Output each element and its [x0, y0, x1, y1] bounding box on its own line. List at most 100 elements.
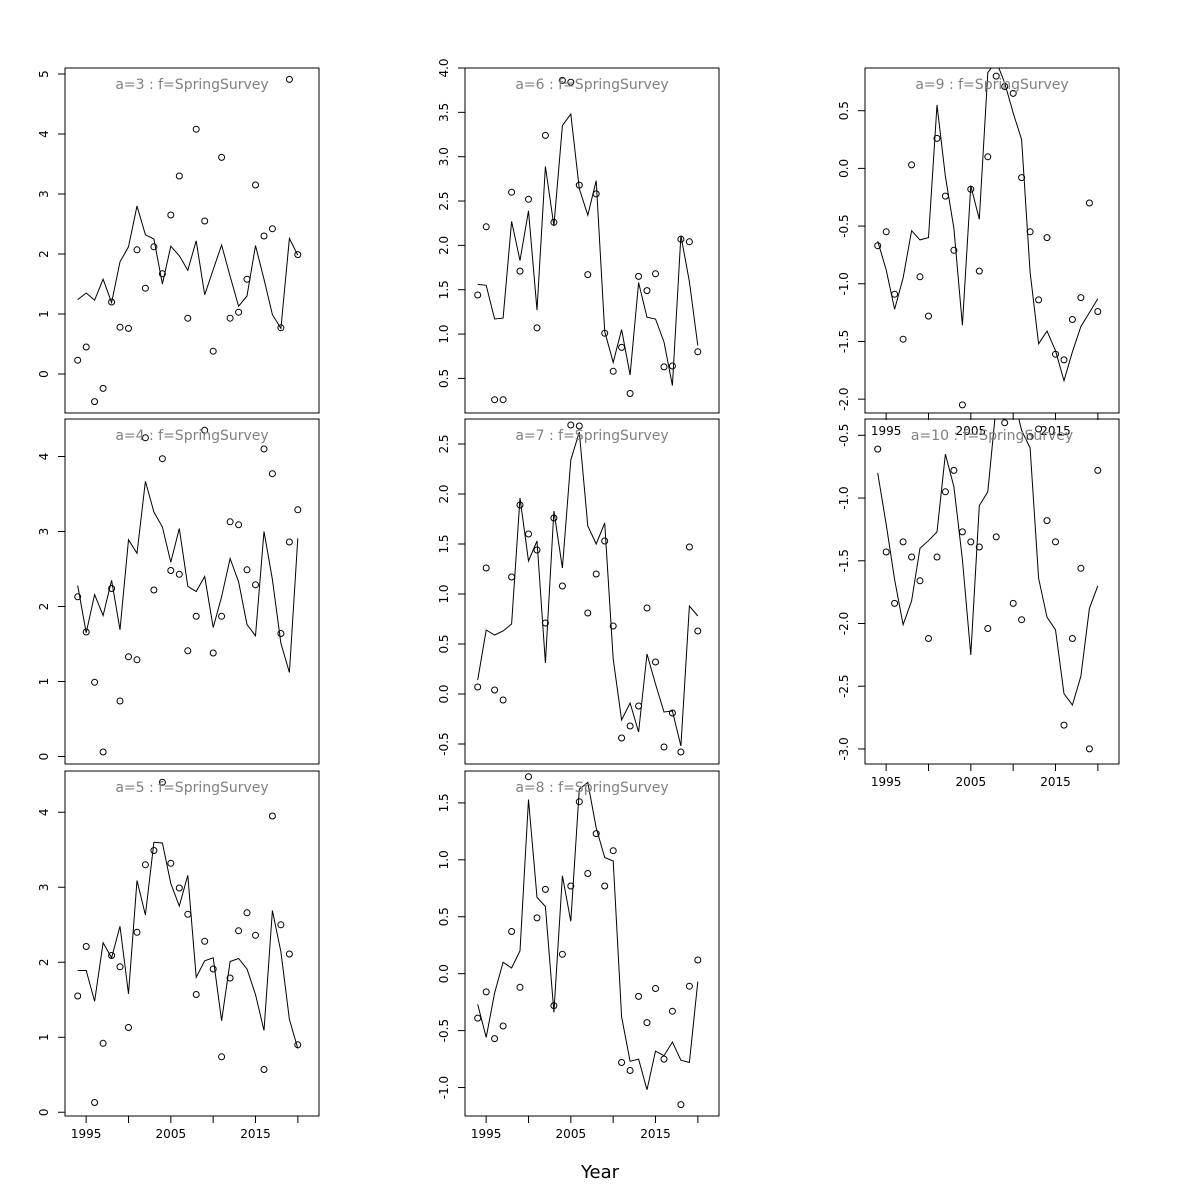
observed-point: [184, 910, 192, 918]
y-tick-label: 1.5: [437, 793, 451, 812]
x-tick-label: 2015: [240, 1127, 271, 1141]
observed-point: [618, 1059, 626, 1066]
observed-point: [1035, 425, 1043, 433]
observed-point: [558, 76, 566, 84]
observed-point: [685, 982, 693, 990]
observed-point: [285, 538, 293, 546]
y-tick-label: 1: [37, 678, 51, 686]
observed-point: [635, 272, 643, 280]
observed-point: [158, 455, 166, 463]
observed-point: [694, 956, 702, 964]
y-tick-label: 0: [37, 753, 51, 761]
observed-point: [158, 270, 166, 278]
observed-point: [141, 861, 149, 869]
observed-point: [1077, 294, 1085, 302]
x-tick-label: 1995: [871, 775, 902, 789]
observed-point: [294, 251, 302, 259]
y-tick-label: -2.5: [837, 675, 851, 698]
observed-point: [992, 533, 1000, 541]
observed-point: [175, 172, 183, 180]
observed-point: [668, 362, 676, 370]
panel-title: a=4 : f=SpringSurvey: [115, 428, 268, 444]
observed-point: [958, 528, 966, 536]
y-tick-label: 1.5: [437, 280, 451, 299]
observed-point: [1068, 316, 1076, 323]
observed-point: [601, 537, 609, 545]
observed-point: [508, 188, 516, 196]
observed-point: [499, 1022, 507, 1030]
observed-point: [567, 421, 575, 429]
observed-point: [643, 604, 651, 612]
y-tick-label: 3: [37, 190, 51, 198]
y-tick-label: -2.0: [837, 387, 851, 410]
observed-point: [491, 686, 499, 694]
y-tick-label: 4: [37, 130, 51, 138]
observed-point: [1052, 350, 1059, 358]
y-tick-label: 2.5: [437, 191, 451, 210]
observed-point: [141, 284, 149, 292]
observed-point: [558, 950, 566, 958]
observed-point: [1001, 83, 1009, 90]
observed-point: [260, 232, 268, 240]
fitted-line: [477, 431, 699, 747]
panel-title: a=9 : f=SpringSurvey: [915, 77, 1068, 93]
panel-10: a=10 : f=SpringSurvey -3.0 -2.5 -2.0 -1.5 -1.…: [837, 418, 1120, 789]
observed-point: [1035, 296, 1043, 304]
observed-point: [533, 914, 541, 922]
observed-point: [74, 593, 82, 601]
y-tick-label: 0: [37, 370, 51, 378]
panel-title: a=5 : f=SpringSurvey: [115, 780, 268, 796]
y-tick-label: 0.5: [437, 369, 451, 388]
observed-point: [285, 950, 293, 958]
observed-point: [950, 246, 958, 254]
observed-point: [99, 748, 107, 756]
observed-point: [567, 882, 575, 890]
observed-point: [685, 543, 693, 551]
observed-point: [1085, 199, 1093, 207]
observed-point: [184, 314, 192, 322]
observed-point: [525, 195, 532, 203]
observed-point: [516, 501, 524, 509]
x-tick-label: 2005: [556, 1127, 587, 1141]
observed-point: [508, 573, 516, 581]
observed-point: [618, 343, 626, 351]
y-tick-label: 3: [37, 883, 51, 891]
observed-point: [99, 384, 107, 392]
y-tick-label: 2.0: [437, 484, 451, 503]
observed-point: [1077, 564, 1085, 572]
observed-point: [609, 622, 617, 630]
observed-point: [685, 238, 693, 246]
observed-point: [1068, 635, 1076, 642]
y-tick-label: 1.0: [437, 850, 451, 869]
observed-point: [584, 271, 592, 279]
x-tick-label: 1995: [871, 424, 902, 438]
x-tick-label: 2005: [156, 1127, 187, 1141]
observed-point: [984, 625, 992, 632]
observed-point: [592, 190, 600, 198]
observed-point: [201, 217, 209, 225]
observed-point: [635, 702, 643, 710]
panel-frame: [464, 418, 720, 765]
observed-point: [491, 1035, 499, 1043]
observed-point: [541, 619, 549, 627]
fitted-line: [477, 112, 699, 386]
panel-title: a=3 : f=SpringSurvey: [115, 77, 268, 93]
x-tick-label: 2005: [956, 775, 987, 789]
y-tick-label: 1: [37, 1033, 51, 1041]
observed-point: [252, 181, 259, 189]
observed-point: [533, 324, 541, 332]
x-tick-label: 2015: [640, 1127, 671, 1141]
y-tick-label: 4: [37, 453, 51, 461]
observed-point: [941, 488, 949, 496]
observed-point: [516, 983, 524, 991]
observed-point: [133, 928, 141, 936]
observed-point: [167, 859, 175, 867]
fitted-line: [477, 781, 699, 1090]
observed-point: [967, 185, 975, 193]
observed-point: [950, 466, 958, 474]
observed-point: [99, 1039, 107, 1047]
y-tick-label: 1: [37, 310, 51, 318]
fitted-line: [877, 419, 1099, 707]
observed-point: [1001, 419, 1009, 427]
observed-point: [277, 630, 285, 637]
